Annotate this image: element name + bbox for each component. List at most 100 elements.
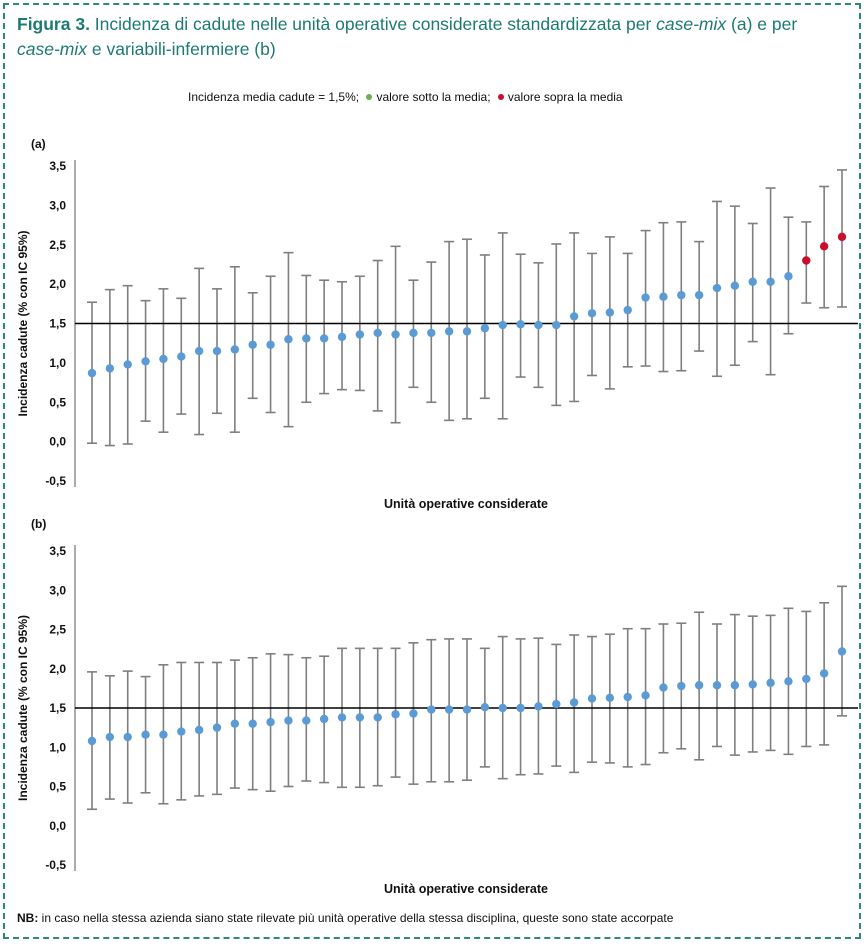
data-point	[516, 703, 525, 713]
y-tick-label: 1,5	[49, 317, 66, 331]
y-tick-label: 2,0	[49, 662, 66, 676]
data-point	[159, 730, 168, 739]
legend-below-marker	[366, 94, 373, 101]
data-point	[409, 709, 418, 718]
data-point	[498, 703, 507, 713]
figure-title: Figura 3. Incidenza di cadute nelle unit…	[17, 12, 847, 62]
data-point-above-mean	[819, 242, 829, 251]
y-tick-label: -0,5	[45, 474, 66, 488]
data-point	[784, 272, 793, 281]
data-point	[444, 327, 454, 336]
legend-below-label: valore sotto la media;	[376, 90, 491, 104]
data-point	[105, 732, 115, 742]
data-point	[480, 324, 490, 333]
data-point	[694, 681, 704, 690]
data-point	[534, 320, 543, 330]
data-point	[194, 346, 204, 356]
data-point	[641, 691, 650, 700]
y-tick-label: 3,5	[49, 159, 66, 173]
y-axis-label: Incidenza cadute (% con IC 95%)	[16, 615, 30, 801]
data-point	[123, 360, 132, 369]
data-point	[534, 702, 543, 711]
figure-label: Figura 3.	[17, 14, 90, 34]
data-point	[159, 354, 168, 364]
data-point	[712, 681, 722, 690]
data-point	[391, 330, 400, 339]
data-point	[337, 332, 347, 342]
data-point	[337, 713, 347, 722]
data-point	[802, 674, 811, 684]
data-point	[105, 364, 115, 373]
data-point	[641, 293, 650, 302]
footnote-label: NB:	[17, 911, 39, 925]
x-axis-label: Unità operative considerate	[384, 882, 548, 896]
y-tick-label: 1,0	[49, 740, 66, 754]
data-point	[569, 698, 579, 707]
data-point	[569, 312, 579, 321]
title-text-1: Incidenza di cadute nelle unità operativ…	[89, 14, 657, 34]
data-point	[712, 283, 722, 293]
y-tick-label: 3,0	[49, 583, 66, 597]
data-point	[623, 692, 632, 702]
y-tick-label: 1,5	[49, 701, 66, 715]
legend-above-marker	[497, 94, 504, 101]
data-point	[605, 693, 615, 702]
data-point	[177, 352, 186, 361]
legend-above-label: valore sopra la media	[507, 90, 623, 104]
data-point	[230, 719, 240, 728]
data-point	[694, 290, 704, 300]
y-tick-label: 2,0	[49, 277, 66, 291]
data-point	[302, 716, 311, 725]
y-tick-label: 0,0	[49, 435, 66, 449]
data-point	[248, 340, 257, 349]
data-point	[427, 705, 436, 714]
data-point	[266, 340, 275, 349]
data-point	[319, 334, 329, 343]
data-point	[194, 725, 204, 735]
title-italic-2: case-mix	[17, 39, 88, 59]
data-point	[552, 699, 561, 709]
y-tick-label: 0,5	[49, 395, 66, 409]
data-point	[355, 713, 365, 722]
panel-label: (b)	[31, 517, 46, 531]
panel-a-chart: (a) -0,5 0,0 0,5 1,0 1,5 2,0 2,5 3,0 3,5 Incidenza…	[16, 137, 858, 511]
title-text-3: e variabili-infermiere (b)	[87, 39, 276, 59]
data-point	[444, 705, 454, 714]
data-point-above-mean	[837, 232, 847, 242]
footnote-text: in caso nella stessa azienda siano state…	[38, 911, 674, 925]
data-point	[266, 717, 275, 727]
data-point	[409, 328, 418, 338]
data-point	[766, 277, 775, 286]
y-tick-label: 0,0	[49, 819, 66, 833]
data-point	[784, 677, 793, 686]
y-tick-label: 2,5	[49, 623, 66, 637]
data-point	[123, 732, 132, 742]
data-point	[587, 309, 597, 318]
data-point	[730, 681, 740, 690]
chart-legend: Incidenza media cadute = 1,5%; valore so…	[0, 90, 866, 104]
data-point	[230, 345, 240, 354]
data-point	[87, 736, 97, 746]
data-point	[605, 308, 615, 317]
data-point	[177, 727, 186, 736]
data-point	[730, 281, 740, 290]
legend-mean-text: Incidenza media cadute = 1,5%;	[188, 90, 360, 104]
data-point	[587, 694, 597, 703]
footnote: NB: in caso nella stessa azienda siano s…	[17, 911, 673, 925]
panel-b-chart: (b) -0,5 0,0 0,5 1,0 1,5 2,0 2,5 3,0 3,5 Incidenza…	[16, 517, 858, 896]
data-point	[748, 680, 757, 689]
data-point	[677, 681, 686, 691]
y-tick-label: 3,0	[49, 198, 66, 212]
data-point	[391, 710, 400, 719]
data-point	[427, 328, 436, 338]
data-point	[141, 357, 150, 366]
data-point	[480, 703, 490, 712]
y-tick-label: -0,5	[45, 858, 66, 872]
data-point	[284, 335, 293, 344]
data-point-above-mean	[802, 256, 811, 265]
data-point	[302, 334, 311, 343]
data-point	[212, 346, 222, 356]
data-point	[248, 719, 257, 728]
data-point	[319, 714, 329, 724]
